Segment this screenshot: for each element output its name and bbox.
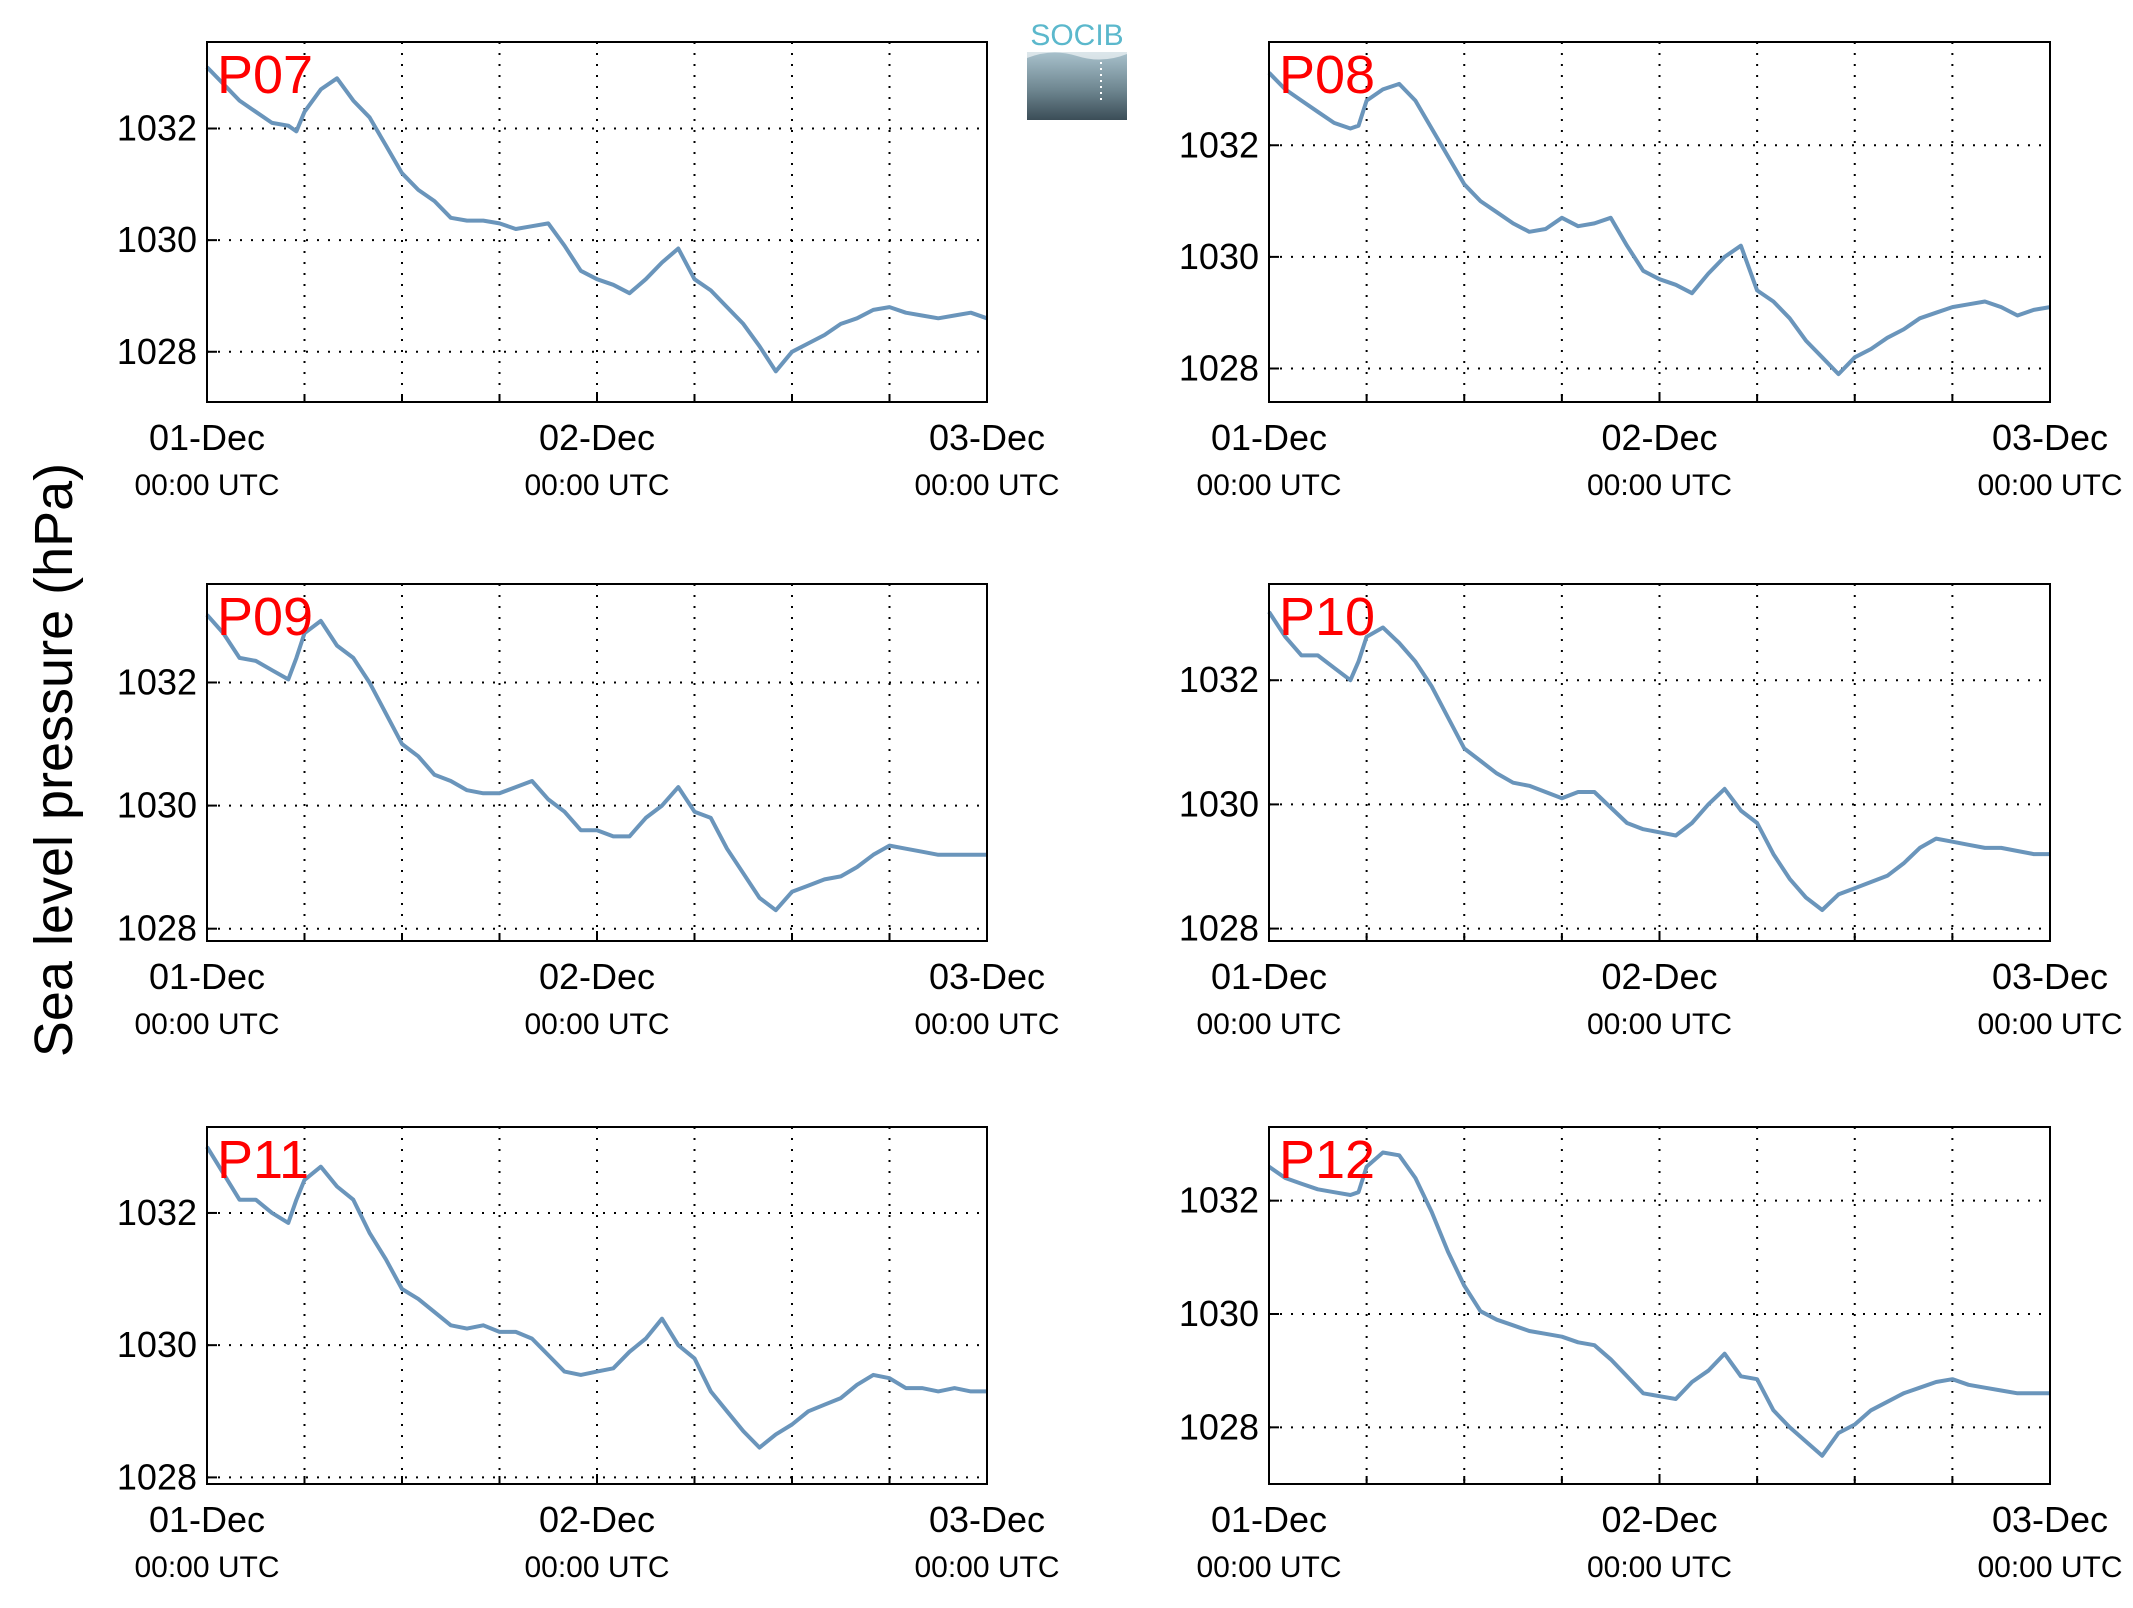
pressure-line — [1267, 1150, 2050, 1458]
x-tick-time: 00:00 UTC — [1977, 469, 2122, 502]
x-tick-date: 02-Dec — [1601, 1499, 1717, 1540]
plot-frame — [1268, 583, 2051, 942]
x-tick-date: 03-Dec — [929, 1499, 1045, 1540]
socib-logo: SOCIB — [1027, 19, 1127, 120]
panel-p07: 1028 1030 1032 01-Dec 00:00 UTC 02-Dec 00:00 U… — [117, 41, 1060, 502]
y-tick-label: 1028 — [1179, 348, 1259, 389]
x-tick-date: 03-Dec — [929, 956, 1045, 997]
x-tick-time: 00:00 UTC — [524, 1008, 669, 1041]
x-tick-date: 02-Dec — [539, 956, 655, 997]
pressure-line — [205, 65, 988, 374]
y-tick-label: 1028 — [117, 908, 197, 949]
x-tick-time: 00:00 UTC — [134, 1008, 279, 1041]
y-tick-label: 1032 — [1179, 124, 1259, 165]
pressure-line — [1267, 71, 2051, 377]
x-tick-date: 02-Dec — [539, 417, 655, 458]
x-tick-time: 00:00 UTC — [914, 469, 1059, 502]
y-tick-label: 1032 — [117, 108, 197, 149]
y-tick-label: 1030 — [1179, 236, 1259, 277]
plot-frame — [206, 1126, 988, 1485]
x-tick-time: 00:00 UTC — [1196, 1551, 1341, 1584]
y-tick-label: 1028 — [1179, 1406, 1259, 1447]
x-tick-time: 00:00 UTC — [1196, 1008, 1341, 1041]
station-label: P11 — [217, 1130, 309, 1190]
panel-p10: 1028 1030 1032 01-Dec 00:00 UTC 02-Dec 00:00 U… — [1179, 583, 2123, 1041]
y-tick-label: 1030 — [1179, 1293, 1259, 1334]
plot-frame — [206, 41, 988, 403]
x-tick-date: 03-Dec — [1992, 1499, 2108, 1540]
y-tick-label: 1030 — [1179, 783, 1259, 824]
station-label: P12 — [1279, 1130, 1375, 1190]
pressure-line — [1267, 610, 2050, 912]
x-tick-date: 01-Dec — [149, 1499, 265, 1540]
x-tick-time: 00:00 UTC — [134, 1551, 279, 1584]
x-tick-time: 00:00 UTC — [914, 1551, 1059, 1584]
x-tick-time: 00:00 UTC — [1196, 469, 1341, 502]
x-tick-date: 03-Dec — [929, 417, 1045, 458]
x-tick-time: 00:00 UTC — [1977, 1551, 2122, 1584]
y-tick-label: 1030 — [117, 1324, 197, 1365]
panel-p08: 1028 1030 1032 01-Dec 00:00 UTC 02-Dec 00:00 U… — [1179, 41, 2123, 502]
panel-p11: 1028 1030 1032 01-Dec 00:00 UTC 02-Dec 00:00 U… — [117, 1126, 1060, 1584]
x-tick-date: 03-Dec — [1992, 956, 2108, 997]
panel-p09: 1028 1030 1032 01-Dec 00:00 UTC 02-Dec 00:00 U… — [117, 583, 1060, 1041]
x-tick-time: 00:00 UTC — [1977, 1008, 2122, 1041]
station-label: P07 — [217, 45, 313, 105]
x-tick-time: 00:00 UTC — [134, 469, 279, 502]
x-tick-time: 00:00 UTC — [1587, 1008, 1732, 1041]
pressure-line — [205, 613, 987, 913]
y-tick-label: 1032 — [117, 661, 197, 702]
x-tick-time: 00:00 UTC — [524, 469, 669, 502]
y-tick-label: 1030 — [117, 219, 197, 260]
x-tick-date: 01-Dec — [149, 956, 265, 997]
x-tick-date: 02-Dec — [1601, 956, 1717, 997]
x-tick-time: 00:00 UTC — [1587, 1551, 1732, 1584]
station-label: P09 — [217, 587, 313, 647]
y-tick-label: 1028 — [117, 1456, 197, 1497]
y-tick-label: 1032 — [1179, 1180, 1259, 1221]
plot-frame — [206, 583, 988, 942]
x-tick-date: 02-Dec — [1601, 417, 1717, 458]
x-tick-date: 01-Dec — [1211, 1499, 1327, 1540]
x-tick-date: 01-Dec — [149, 417, 265, 458]
station-label: P10 — [1279, 587, 1375, 647]
y-tick-label: 1030 — [117, 785, 197, 826]
y-tick-label: 1028 — [1179, 908, 1259, 949]
x-tick-date: 01-Dec — [1211, 417, 1327, 458]
plot-frame — [1268, 41, 2051, 403]
x-tick-time: 00:00 UTC — [524, 1551, 669, 1584]
plot-frame — [1268, 1126, 2051, 1485]
station-label: P08 — [1279, 45, 1375, 105]
y-tick-label: 1032 — [1179, 659, 1259, 700]
y-axis-label: Sea level pressure (hPa) — [24, 463, 84, 1057]
x-tick-date: 01-Dec — [1211, 956, 1327, 997]
panel-p12: 1028 1030 1032 01-Dec 00:00 UTC 02-Dec 00:00 U… — [1179, 1126, 2123, 1584]
pressure-line — [205, 1145, 987, 1450]
y-tick-label: 1032 — [117, 1192, 197, 1233]
x-tick-time: 00:00 UTC — [1587, 469, 1732, 502]
x-tick-time: 00:00 UTC — [914, 1008, 1059, 1041]
y-tick-label: 1028 — [117, 331, 197, 372]
x-tick-date: 03-Dec — [1992, 417, 2108, 458]
station-panels: 1028 1030 1032 01-Dec 00:00 UTC 02-Dec 00:00 U… — [117, 41, 2123, 1584]
logo-text: SOCIB — [1030, 19, 1123, 52]
x-tick-date: 02-Dec — [539, 1499, 655, 1540]
